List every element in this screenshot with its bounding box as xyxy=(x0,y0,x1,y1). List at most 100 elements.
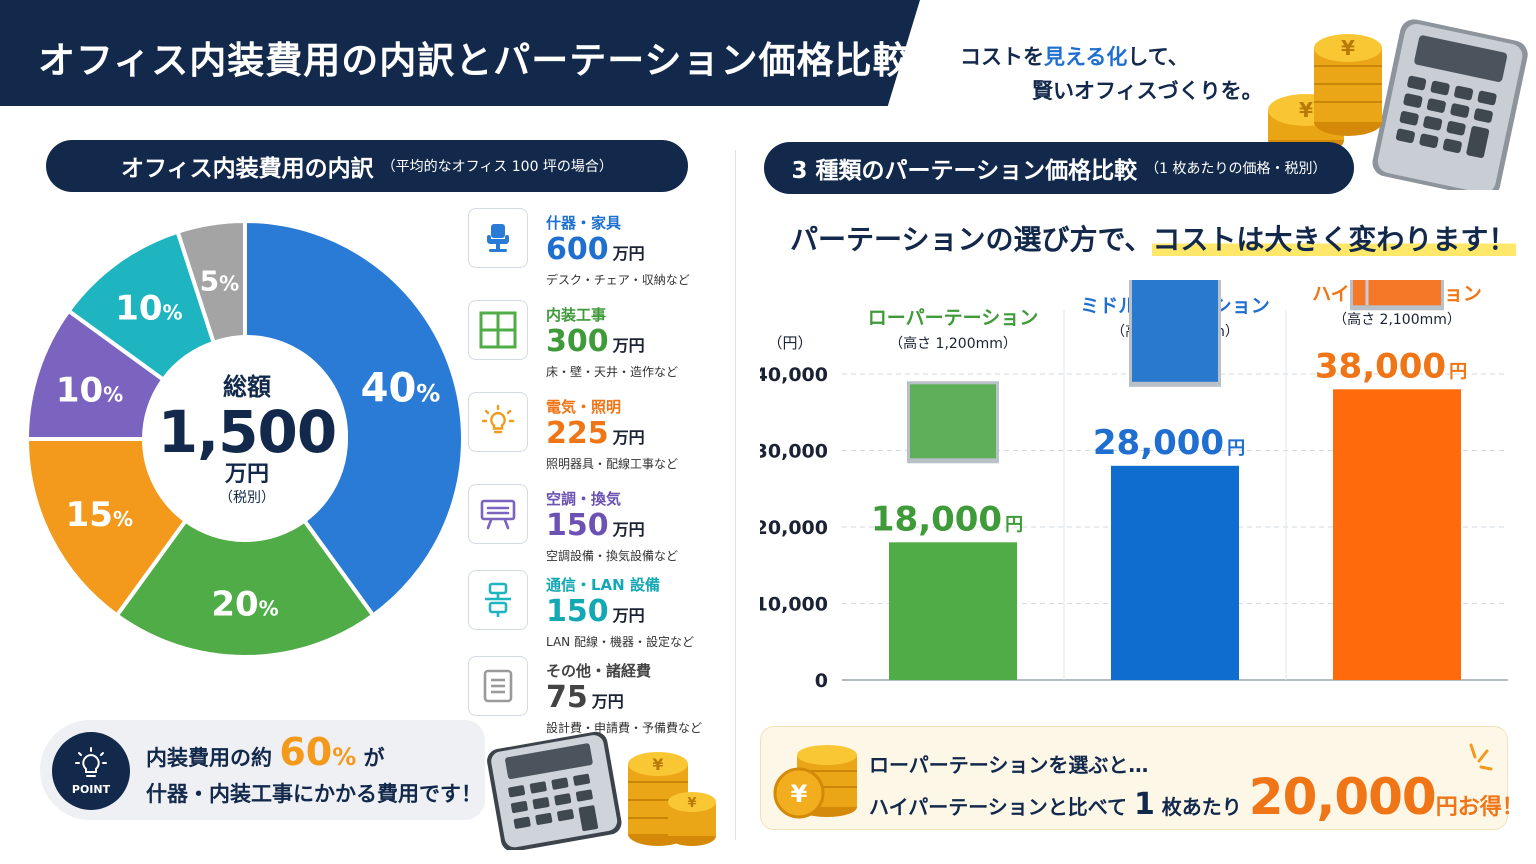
savings-line1: ローパーテーションを選ぶと… xyxy=(869,753,1149,777)
partition-subhead: パーテーションの選び方で、コストは大きく変わります！ xyxy=(790,218,1517,258)
bar-2 xyxy=(1333,389,1461,680)
bar-0 xyxy=(889,542,1017,680)
legend-amount: 300 万円 xyxy=(546,324,645,359)
donut-label-suffix: % xyxy=(219,272,239,296)
legend-description: デスク・チェア・収納など xyxy=(546,273,690,287)
lightbulb-icon xyxy=(75,746,107,777)
air-conditioner-icon xyxy=(468,484,528,544)
legend-amount: 600 万円 xyxy=(546,232,645,267)
bar-1 xyxy=(1111,465,1239,680)
slogan-line2: 賢いオフィスづくりを。 xyxy=(1032,79,1263,103)
breakdown-heading-sub: （平均的なオフィス 100 坪の場合） xyxy=(381,159,613,175)
legend-item-3: 空調・換気 150 万円 空調設備・換気設備など xyxy=(468,484,738,564)
donut-segment-1 xyxy=(114,517,376,659)
category-sub-2: （高さ 2,100mm） xyxy=(1333,311,1461,328)
svg-text:¥: ¥ xyxy=(1341,36,1355,60)
donut-segment-2 xyxy=(24,437,189,619)
document-icon xyxy=(468,656,528,716)
savings-amount: 20,000 xyxy=(1248,768,1437,826)
legend-amount: 150 万円 xyxy=(546,594,645,629)
slogan-pre: コストを xyxy=(960,45,1044,69)
total-value: 1,500 xyxy=(157,398,337,466)
y-tick-label: 40,000 xyxy=(760,364,828,386)
breakdown-heading: オフィス内装費用の内訳 （平均的なオフィス 100 坪の場合） xyxy=(46,140,688,192)
lightbulb-icon xyxy=(468,392,528,452)
point-percent: % xyxy=(332,743,357,771)
legend-description: LAN 配線・機器・設定など xyxy=(546,635,694,649)
total-note: （税別） xyxy=(219,490,275,506)
cost-breakdown-donut-chart: 40%20%15%10%10%5% xyxy=(24,218,465,659)
bar-value-label-1: 28,000 円 xyxy=(1093,423,1245,463)
legend-name: 通信・LAN 設備 xyxy=(546,576,660,594)
legend-name: 什器・家具 xyxy=(546,214,622,232)
legend-amount: 150 万円 xyxy=(546,508,645,543)
point-text: 内装費用の約 60% が 什器・内装工事にかかる費用です！ xyxy=(146,733,482,812)
calculator-icon xyxy=(487,731,622,850)
legend-amount-unit: 万円 xyxy=(612,520,645,539)
savings-pre: ハイパーテーションと比べて xyxy=(869,795,1134,819)
donut-center: 総額 1,500 万円 （税別） xyxy=(146,335,348,537)
calculator-coins-illustration: ¥ ¥ xyxy=(1268,19,1528,190)
legend-description: 設計費・申請費・予備費など xyxy=(546,721,703,735)
point-number: 60 xyxy=(279,730,333,774)
partition-illustration-1 xyxy=(1129,280,1221,387)
y-tick-label: 10,000 xyxy=(760,594,828,616)
y-axis-label: （円） xyxy=(767,334,812,352)
savings-count: 1 xyxy=(1133,787,1155,822)
point-callout: POINT 内装費用の約 60% が 什器・内装工事にかかる費用です！ xyxy=(40,720,485,820)
donut-label-suffix: % xyxy=(113,507,133,531)
legend-description: 床・壁・天井・造作など xyxy=(546,365,679,379)
partition-illustration-2 xyxy=(1350,280,1444,311)
y-tick-label: 0 xyxy=(815,670,828,692)
legend-amount-unit: 万円 xyxy=(612,606,645,625)
partition-illustration-0 xyxy=(907,381,999,464)
partition-heading-sub: （1 枚あたりの価格・税別） xyxy=(1145,161,1327,177)
svg-text:¥: ¥ xyxy=(652,755,663,774)
donut-label-0: 40% xyxy=(361,365,441,411)
point-label: POINT xyxy=(71,782,111,796)
slogan-highlight: 見える化 xyxy=(1044,45,1128,69)
slogan: コストを見える化して、 賢いオフィスづくりを。 xyxy=(960,40,1263,108)
legend-description: 照明器具・配線工事など xyxy=(546,457,679,471)
subhead-pre: パーテーションの選び方で、 xyxy=(790,223,1153,256)
bar-value-label-0: 18,000 円 xyxy=(871,499,1023,539)
legend-amount: 75 万円 xyxy=(546,680,624,715)
coin-stack-icon: ¥ xyxy=(773,745,857,819)
svg-text:¥: ¥ xyxy=(791,780,808,808)
calculator-coins-illustration-bottom: ¥ ¥ xyxy=(487,731,716,850)
breakdown-heading-text: オフィス内装費用の内訳 xyxy=(121,156,374,182)
total-unit: 万円 xyxy=(224,462,269,487)
donut-label-suffix: % xyxy=(163,301,183,325)
legend-name: 電気・照明 xyxy=(546,398,622,416)
legend-amount-unit: 万円 xyxy=(612,428,645,447)
slogan-post: して、 xyxy=(1127,45,1189,69)
y-tick-label: 20,000 xyxy=(760,517,828,539)
point-post: が xyxy=(356,746,385,770)
partition-heading: 3 種類のパーテーション価格比較 （1 枚あたりの価格・税別） xyxy=(764,142,1354,194)
legend-name: 空調・換気 xyxy=(546,490,622,508)
legend-name: その他・諸経費 xyxy=(546,662,652,680)
legend-amount-unit: 万円 xyxy=(612,244,645,263)
section-divider xyxy=(735,150,736,840)
donut-label-suffix: % xyxy=(103,382,123,406)
category-label-0: ローパーテーション xyxy=(868,307,1038,329)
legend-item-5: その他・諸経費 75 万円設計費・申請費・予備費など xyxy=(468,656,738,736)
legend-amount-unit: 万円 xyxy=(591,692,624,711)
network-icon xyxy=(468,570,528,630)
bar-value-unit: 円 xyxy=(1005,514,1023,535)
legend-item-4: 通信・LAN 設備 150 万円 LAN 配線・機器・設定など xyxy=(468,570,738,650)
total-label: 総額 xyxy=(223,373,271,401)
calculator-icon xyxy=(1372,19,1528,190)
subhead-highlight: コストは大きく変わります！ xyxy=(1152,223,1517,256)
chair-icon xyxy=(468,208,528,268)
point-line2: 什器・内装工事にかかる費用です！ xyxy=(146,782,482,806)
sparkle-icon xyxy=(1469,743,1493,771)
svg-text:¥: ¥ xyxy=(687,796,696,811)
partition-heading-text: 3 種類のパーテーション価格比較 xyxy=(791,158,1138,184)
savings-line2: ハイパーテーションと比べて 1 枚あたり 20,000円お得！ xyxy=(869,771,1524,834)
coin-stack-icon: ¥ ¥ xyxy=(1268,34,1382,156)
point-pre: 内装費用の約 xyxy=(146,746,280,770)
legend-item-0: 什器・家具 600 万円デスク・チェア・収納など xyxy=(468,208,738,288)
point-badge: POINT xyxy=(52,732,130,810)
svg-text:¥: ¥ xyxy=(1299,98,1313,122)
